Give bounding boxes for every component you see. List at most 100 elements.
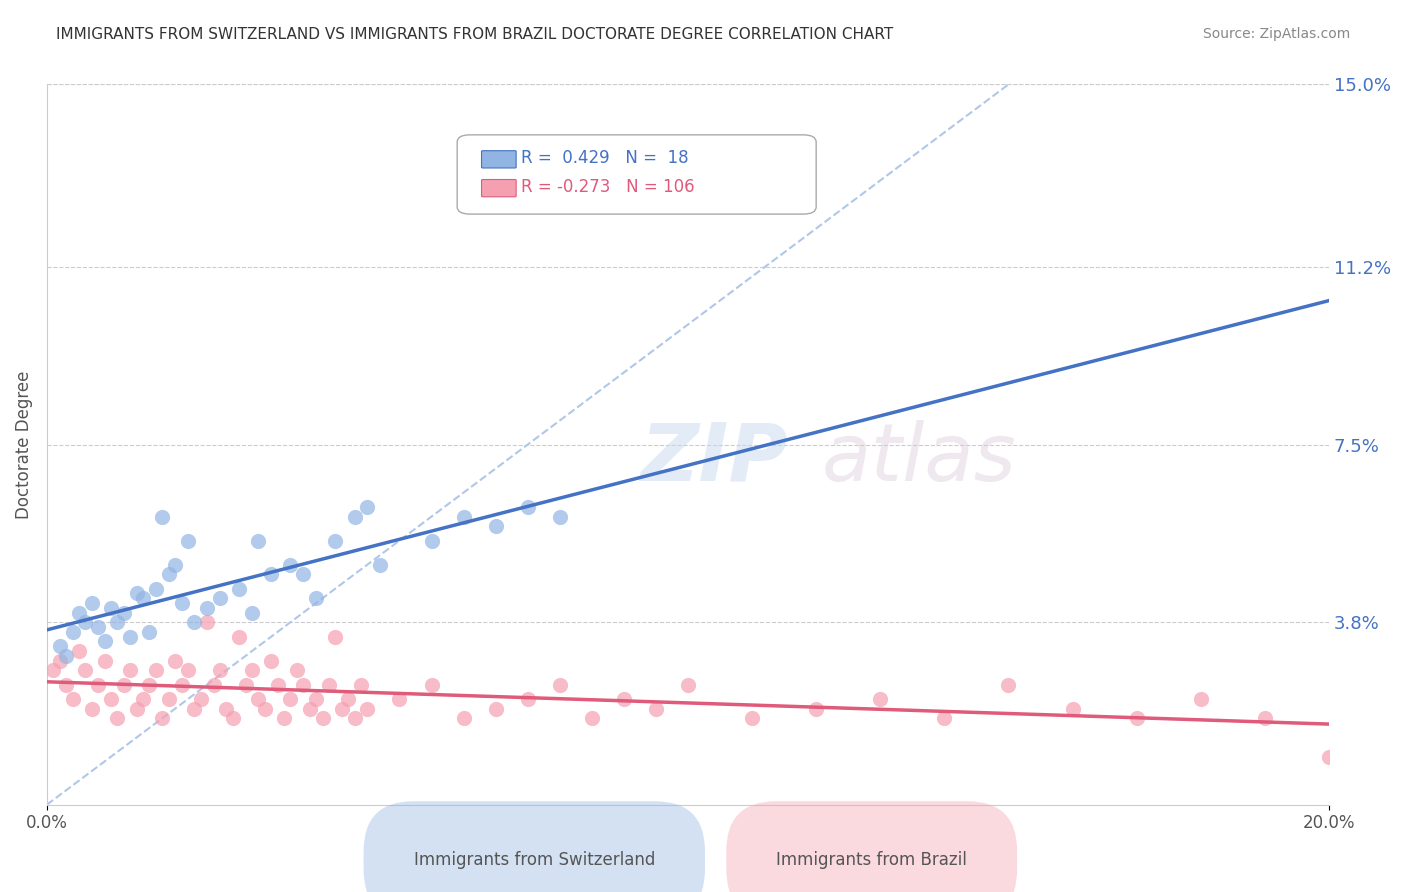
FancyBboxPatch shape: [481, 179, 516, 197]
Point: [222, 711, 245, 725]
Point: [100, 600, 122, 615]
Point: [145, 663, 167, 677]
Point: [1317, 749, 1340, 764]
Point: [934, 711, 956, 725]
Point: [157, 692, 180, 706]
Point: [581, 711, 603, 725]
Point: [87, 620, 110, 634]
Point: [67, 644, 90, 658]
FancyBboxPatch shape: [457, 135, 815, 214]
Point: [228, 630, 250, 644]
Point: [311, 711, 333, 725]
Point: [420, 678, 443, 692]
Point: [266, 678, 288, 692]
Point: [62, 692, 84, 706]
Point: [247, 692, 270, 706]
Point: [260, 567, 283, 582]
Point: [1062, 701, 1084, 715]
Point: [132, 692, 155, 706]
Text: atlas: atlas: [821, 420, 1017, 498]
Point: [150, 711, 173, 725]
FancyBboxPatch shape: [481, 151, 516, 168]
Point: [613, 692, 636, 706]
Point: [485, 519, 508, 533]
Point: [48, 639, 70, 653]
Point: [67, 606, 90, 620]
Point: [125, 701, 148, 715]
Point: [112, 678, 135, 692]
Point: [485, 701, 508, 715]
Point: [260, 654, 283, 668]
Point: [157, 567, 180, 582]
Point: [548, 678, 571, 692]
Point: [107, 711, 129, 725]
Point: [107, 615, 129, 630]
Point: [240, 606, 263, 620]
Point: [165, 654, 187, 668]
Point: [120, 663, 142, 677]
Point: [325, 630, 347, 644]
Point: [202, 678, 225, 692]
Point: [337, 692, 360, 706]
Point: [75, 663, 97, 677]
Point: [190, 692, 212, 706]
Point: [280, 692, 302, 706]
Point: [138, 678, 160, 692]
Text: R = -0.273   N = 106: R = -0.273 N = 106: [522, 178, 695, 195]
Point: [55, 648, 77, 663]
Point: [292, 567, 315, 582]
Point: [292, 678, 315, 692]
Point: [138, 624, 160, 639]
Point: [305, 692, 328, 706]
Point: [420, 533, 443, 548]
Point: [388, 692, 411, 706]
Point: [516, 692, 538, 706]
Point: [280, 558, 302, 572]
Point: [55, 678, 77, 692]
Point: [453, 509, 475, 524]
Point: [453, 711, 475, 725]
Point: [516, 500, 538, 514]
Point: [208, 591, 231, 606]
Point: [548, 509, 571, 524]
Point: [170, 678, 193, 692]
Point: [676, 678, 699, 692]
Point: [215, 701, 238, 715]
Point: [195, 615, 218, 630]
Point: [48, 654, 70, 668]
Point: [253, 701, 276, 715]
Text: Immigrants from Switzerland: Immigrants from Switzerland: [413, 851, 655, 869]
Point: [235, 678, 257, 692]
Point: [170, 596, 193, 610]
Point: [208, 663, 231, 677]
Point: [343, 711, 366, 725]
Point: [87, 678, 110, 692]
Text: R =  0.429   N =  18: R = 0.429 N = 18: [522, 149, 689, 167]
Point: [368, 558, 391, 572]
Point: [298, 701, 321, 715]
Point: [195, 600, 218, 615]
Point: [305, 591, 328, 606]
Point: [356, 701, 378, 715]
Point: [1254, 711, 1277, 725]
Point: [62, 624, 84, 639]
Point: [350, 678, 373, 692]
Text: Immigrants from Brazil: Immigrants from Brazil: [776, 851, 967, 869]
Point: [80, 596, 103, 610]
Point: [145, 582, 167, 596]
Point: [228, 582, 250, 596]
Point: [93, 634, 115, 648]
Point: [150, 509, 173, 524]
Point: [183, 701, 205, 715]
Point: [100, 692, 122, 706]
Point: [325, 533, 347, 548]
Point: [165, 558, 187, 572]
Text: IMMIGRANTS FROM SWITZERLAND VS IMMIGRANTS FROM BRAZIL DOCTORATE DEGREE CORRELATI: IMMIGRANTS FROM SWITZERLAND VS IMMIGRANT…: [56, 27, 893, 42]
Point: [80, 701, 103, 715]
Point: [644, 701, 666, 715]
Point: [356, 500, 378, 514]
Point: [183, 615, 205, 630]
Point: [741, 711, 763, 725]
Point: [132, 591, 155, 606]
Point: [869, 692, 891, 706]
